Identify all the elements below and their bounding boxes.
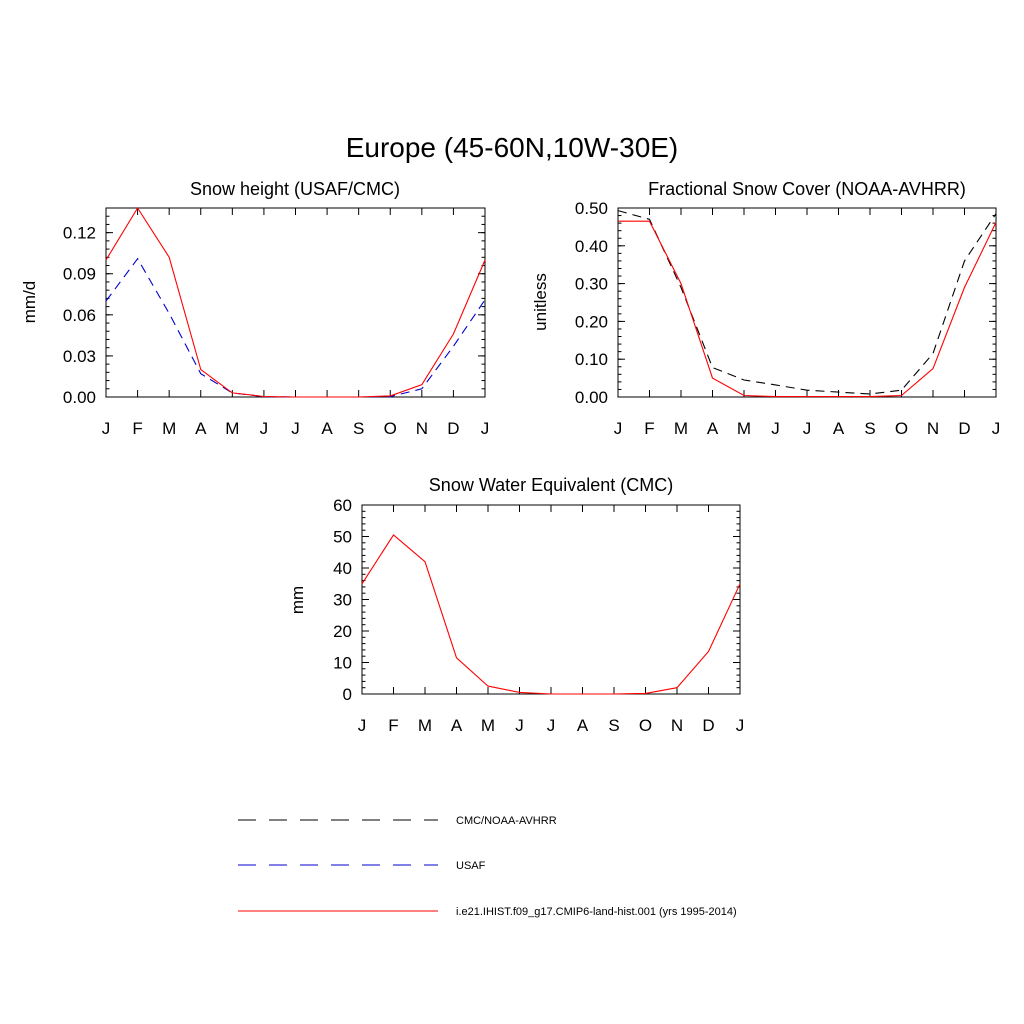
x-tick-label: M [418, 716, 432, 735]
x-tick-label: S [608, 716, 619, 735]
panel-title: Snow height (USAF/CMC) [190, 179, 400, 199]
y-tick-label: 60 [333, 496, 352, 515]
series-line-2 [618, 220, 997, 398]
y-tick-label: 0.40 [575, 237, 608, 256]
y-tick-label: 20 [333, 622, 352, 641]
x-tick-label: J [515, 716, 524, 735]
series-line-1 [105, 257, 486, 398]
panel-title: Snow Water Equivalent (CMC) [429, 475, 673, 495]
x-tick-label: A [707, 419, 719, 438]
y-tick-label: 0.10 [575, 350, 608, 369]
x-tick-label: F [388, 716, 398, 735]
y-tick-label: 0.06 [63, 306, 96, 325]
x-tick-label: J [260, 419, 269, 438]
panel-fractional-snow-cover: Fractional Snow Cover (NOAA-AVHRR) unitl… [531, 179, 1000, 438]
x-tick-label: F [132, 419, 142, 438]
y-tick-label: 0.00 [63, 388, 96, 407]
x-tick-label: M [225, 419, 239, 438]
series-line-2 [361, 534, 741, 695]
x-tick-label: O [639, 716, 652, 735]
x-tick-label: A [833, 419, 845, 438]
x-tick-label: A [577, 716, 589, 735]
x-tick-label: J [291, 419, 300, 438]
x-tick-label: J [771, 419, 780, 438]
y-tick-label: 40 [333, 559, 352, 578]
x-tick-label: J [358, 716, 367, 735]
y-tick-label: 0.00 [575, 388, 608, 407]
x-tick-label: N [671, 716, 683, 735]
x-tick-label: S [353, 419, 364, 438]
x-tick-label: D [958, 419, 970, 438]
x-tick-label: M [737, 419, 751, 438]
x-tick-label: A [451, 716, 463, 735]
x-tick-label: N [927, 419, 939, 438]
y-axis-label: mm [288, 586, 307, 614]
plot-frame [361, 504, 741, 695]
series-line-2 [105, 206, 486, 398]
x-tick-label: J [736, 716, 745, 735]
x-tick-label: O [384, 419, 397, 438]
y-tick-label: 0 [343, 685, 352, 704]
y-tick-label: 0.20 [575, 312, 608, 331]
x-tick-label: J [803, 419, 812, 438]
y-tick-label: 0.03 [63, 347, 96, 366]
y-tick-label: 0.30 [575, 275, 608, 294]
x-tick-label: A [321, 419, 333, 438]
x-tick-label: M [674, 419, 688, 438]
x-tick-label: N [416, 419, 428, 438]
x-tick-label: J [992, 419, 1001, 438]
legend-label: USAF [456, 860, 486, 872]
y-tick-label: 0.09 [63, 265, 96, 284]
y-tick-label: 0.50 [575, 199, 608, 218]
x-tick-label: S [864, 419, 875, 438]
x-tick-label: M [481, 716, 495, 735]
y-axis-label: unitless [531, 273, 550, 331]
plot-frame [105, 207, 486, 398]
x-tick-label: J [547, 716, 556, 735]
x-tick-label: J [481, 419, 490, 438]
y-tick-label: 0.12 [63, 224, 96, 243]
x-tick-label: J [102, 419, 111, 438]
y-tick-label: 30 [333, 591, 352, 610]
legend-label: CMC/NOAA-AVHRR [456, 815, 557, 827]
x-tick-label: J [614, 419, 623, 438]
x-tick-label: M [162, 419, 176, 438]
x-tick-label: A [195, 419, 207, 438]
legend: CMC/NOAA-AVHRR USAF i.e21.IHIST.f09_g17.CM… [238, 815, 737, 918]
series-line-0 [617, 210, 997, 395]
plot-frame [617, 207, 997, 398]
x-tick-label: F [644, 419, 654, 438]
y-tick-label: 10 [333, 654, 352, 673]
legend-label: i.e21.IHIST.f09_g17.CMIP6-land-hist.001 … [456, 906, 737, 918]
x-tick-label: D [702, 716, 714, 735]
x-tick-label: O [895, 419, 908, 438]
y-axis-label: mm/d [20, 281, 39, 324]
y-tick-label: 50 [333, 528, 352, 547]
x-tick-label: D [447, 419, 459, 438]
figure-title: Europe (45-60N,10W-30E) [346, 132, 679, 163]
panel-title: Fractional Snow Cover (NOAA-AVHRR) [648, 179, 966, 199]
